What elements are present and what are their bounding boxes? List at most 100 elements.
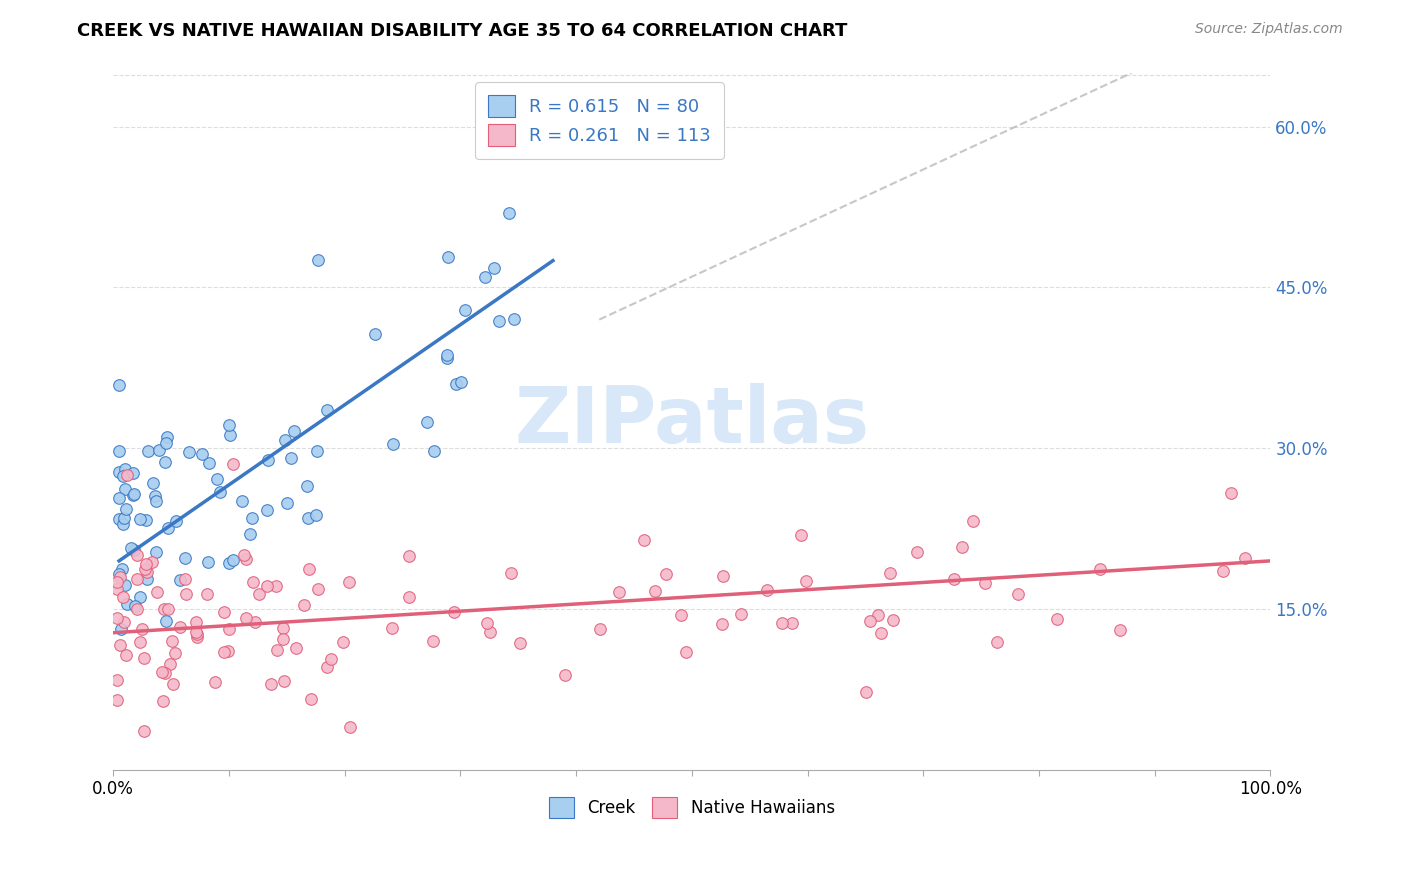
Point — [509, 636, 531, 650]
Point — [986, 635, 1008, 649]
Point — [503, 312, 526, 326]
Point — [1108, 623, 1130, 637]
Point — [134, 650, 156, 665]
Point — [218, 418, 240, 433]
Point — [129, 512, 152, 526]
Point — [273, 673, 295, 688]
Point — [160, 633, 183, 648]
Point — [124, 487, 146, 501]
Point — [150, 665, 173, 680]
Point — [108, 378, 131, 392]
Point — [186, 627, 208, 641]
Point — [882, 613, 904, 627]
Point — [256, 578, 278, 592]
Point — [108, 491, 131, 505]
Text: Source: ZipAtlas.com: Source: ZipAtlas.com — [1195, 22, 1343, 37]
Point — [174, 572, 197, 586]
Point — [105, 611, 128, 625]
Point — [115, 468, 138, 483]
Point — [105, 673, 128, 688]
Point — [589, 622, 612, 636]
Point — [146, 585, 169, 599]
Point — [148, 442, 170, 457]
Point — [222, 553, 245, 567]
Point — [218, 623, 240, 637]
Point — [962, 514, 984, 528]
Point — [866, 608, 889, 623]
Point — [307, 582, 329, 596]
Point — [169, 573, 191, 587]
Point — [711, 616, 734, 631]
Point — [145, 494, 167, 508]
Point — [446, 377, 468, 392]
Point — [770, 615, 793, 630]
Point — [381, 621, 404, 635]
Point — [153, 455, 176, 469]
Point — [136, 565, 159, 579]
Point — [316, 660, 339, 674]
Point — [112, 469, 135, 483]
Point — [478, 624, 501, 639]
Point — [153, 602, 176, 616]
Point — [108, 444, 131, 458]
Point — [859, 614, 882, 628]
Point — [127, 601, 149, 615]
Y-axis label: Disability Age 35 to 64: Disability Age 35 to 64 — [0, 327, 8, 516]
Point — [499, 566, 522, 581]
Point — [108, 570, 131, 584]
Point — [115, 597, 138, 611]
Point — [974, 576, 997, 591]
Point — [644, 583, 666, 598]
Point — [1046, 612, 1069, 626]
Point — [298, 562, 321, 576]
Point — [242, 574, 264, 589]
Point — [179, 444, 201, 458]
Point — [292, 598, 315, 612]
Point — [1234, 550, 1257, 565]
Point — [454, 303, 477, 318]
Legend: Creek, Native Hawaiians: Creek, Native Hawaiians — [543, 790, 841, 824]
Point — [205, 472, 228, 486]
Point — [108, 512, 131, 526]
Point — [135, 513, 157, 527]
Point — [633, 533, 655, 547]
Point — [114, 577, 136, 591]
Point — [271, 621, 294, 635]
Point — [165, 646, 187, 660]
Point — [198, 456, 221, 470]
Point — [307, 252, 329, 267]
Point — [316, 403, 339, 417]
Point — [135, 572, 157, 586]
Point — [1088, 562, 1111, 576]
Point — [257, 453, 280, 467]
Point — [364, 326, 387, 341]
Point — [879, 566, 901, 580]
Point — [143, 489, 166, 503]
Point — [1007, 587, 1029, 601]
Point — [755, 582, 778, 597]
Point — [115, 648, 138, 662]
Point — [145, 545, 167, 559]
Point — [112, 510, 135, 524]
Point — [794, 574, 817, 588]
Point — [260, 677, 283, 691]
Point — [297, 511, 319, 525]
Text: ZIPatlas: ZIPatlas — [515, 384, 869, 459]
Point — [218, 557, 240, 571]
Point — [110, 638, 132, 652]
Point — [554, 668, 576, 682]
Point — [488, 314, 510, 328]
Point — [105, 693, 128, 707]
Point — [381, 437, 404, 451]
Point — [240, 511, 263, 525]
Point — [1212, 565, 1234, 579]
Point — [212, 605, 235, 619]
Point — [105, 575, 128, 590]
Point — [141, 555, 163, 569]
Point — [607, 585, 630, 599]
Point — [233, 548, 256, 562]
Point — [115, 501, 138, 516]
Point — [247, 587, 270, 601]
Point — [675, 645, 697, 659]
Point — [153, 665, 176, 680]
